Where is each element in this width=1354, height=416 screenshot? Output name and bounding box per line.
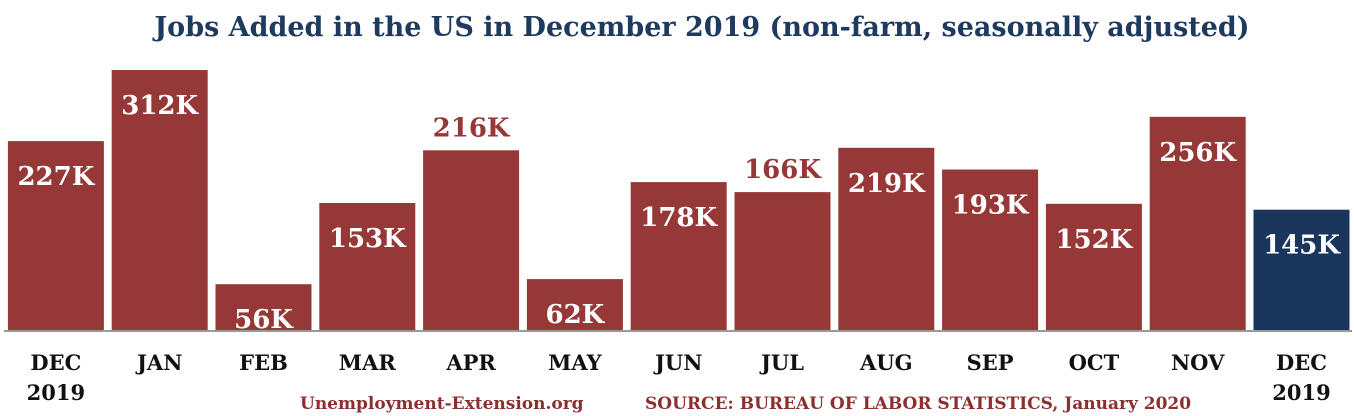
bar-value-label-1: 312K xyxy=(121,91,199,121)
bar-value-label-10: 152K xyxy=(1055,225,1133,255)
footer-source: SOURCE: BUREAU OF LABOR STATISTICS, Janu… xyxy=(645,394,1191,414)
bar-0 xyxy=(7,141,104,331)
bar-4 xyxy=(423,150,520,331)
bar-9 xyxy=(942,169,1039,331)
x-axis-ticks: DEC 2019 JAN FEB MAR APR MAY JUN JUL AUG SEP OCT NOV… xyxy=(27,350,1331,405)
bar-value-label-9: 193K xyxy=(952,191,1030,221)
bar-10 xyxy=(1045,203,1142,331)
bar-value-label-5: 62K xyxy=(546,300,606,330)
bar-value-label-12: 145K xyxy=(1263,231,1341,261)
bar-value-label-8: 219K xyxy=(848,169,926,199)
bar-6 xyxy=(630,182,727,331)
x-tick-label-8: AUG xyxy=(859,350,913,375)
x-tick-label-3: MAR xyxy=(339,350,397,375)
bar-2 xyxy=(215,284,312,331)
bar-1 xyxy=(111,70,208,331)
x-tick-label-4: APR xyxy=(445,350,496,375)
x-tick-label-11: NOV xyxy=(1171,350,1225,375)
bar-value-label-4: 216K xyxy=(433,113,511,143)
bar-11 xyxy=(1149,116,1246,331)
bar-12 xyxy=(1253,209,1350,331)
x-tick-label-1: JAN xyxy=(135,350,182,375)
x-tick-label-12: DEC 2019 xyxy=(1272,350,1330,405)
x-tick-label-10: OCT xyxy=(1069,350,1120,375)
bar-value-label-7: 166K xyxy=(744,155,822,185)
bar-5 xyxy=(526,279,623,331)
bar-3 xyxy=(319,203,416,331)
x-tick-label-6: JUN xyxy=(653,350,702,375)
bar-value-label-11: 256K xyxy=(1159,138,1237,168)
x-tick-label-0: DEC 2019 xyxy=(27,350,85,405)
chart-title: Jobs Added in the US in December 2019 (n… xyxy=(152,12,1249,43)
bar-7 xyxy=(734,192,831,331)
x-tick-label-2: FEB xyxy=(239,350,288,375)
x-tick-label-5: MAY xyxy=(548,350,602,375)
x-tick-label-7: JUL xyxy=(759,350,804,375)
bar-8 xyxy=(838,147,935,331)
bar-value-label-0: 227K xyxy=(17,162,95,192)
x-tick-label-9: SEP xyxy=(967,350,1014,375)
bar-value-label-3: 153K xyxy=(329,224,407,254)
footer-site: Unemployment-Extension.org xyxy=(300,394,584,414)
bar-value-label-6: 178K xyxy=(640,203,718,233)
